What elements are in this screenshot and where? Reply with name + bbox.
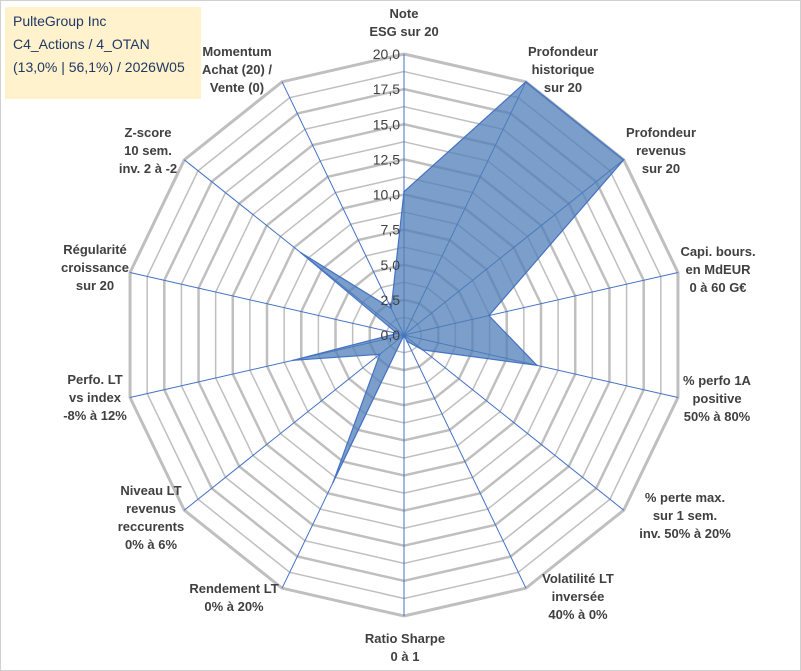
axis-label: 0 à 60 G€ xyxy=(689,280,746,295)
series-point xyxy=(525,81,527,83)
series-point xyxy=(406,340,408,343)
axis-label: en MdEUR xyxy=(686,262,752,277)
company-name: PulteGroup Inc xyxy=(13,13,107,29)
axis-label: 10 sem. xyxy=(124,143,172,158)
axis-label: Z-score xyxy=(125,125,172,140)
axis-label: 0% à 20% xyxy=(204,599,264,614)
axis-label: Vente (0) xyxy=(210,80,264,95)
tick-label: 15,0 xyxy=(373,116,400,132)
tick-label: 20,0 xyxy=(373,46,400,62)
portfolio-path: C4_Actions / 4_OTAN xyxy=(13,36,150,52)
axis-label: sur 20 xyxy=(642,161,680,176)
axis-label: vs index xyxy=(69,390,122,405)
radar-axis-labels: Note ESG sur 20 Profondeur historique sur 20… xyxy=(61,6,756,664)
axis-label: inv. 2 à -2 xyxy=(119,161,177,176)
series-point xyxy=(332,481,335,483)
series-point xyxy=(403,334,405,336)
axis-label: % perte max. xyxy=(645,490,725,505)
axis-label: Momentum xyxy=(202,44,271,59)
axis-label: -8% à 12% xyxy=(63,408,127,423)
tick-label: 10,0 xyxy=(373,187,400,203)
axis-label: Rendement LT xyxy=(189,581,278,596)
series-point xyxy=(536,364,538,367)
series-point xyxy=(396,332,398,335)
radar-spoke xyxy=(183,334,405,511)
axis-label: Note xyxy=(390,6,419,21)
axis-label: % perfo 1A xyxy=(683,373,752,388)
tick-label: 2,5 xyxy=(381,292,401,308)
axis-label: reccurents xyxy=(118,519,184,534)
series-point xyxy=(292,359,294,362)
series-point xyxy=(622,158,625,161)
axis-label: Capi. bours. xyxy=(680,244,755,259)
axis-label: ESG sur 20 xyxy=(369,24,438,39)
tick-label: 12,5 xyxy=(373,151,400,167)
axis-label: inversée xyxy=(552,589,605,604)
radar-tick-labels: 0,0 2,5 5,0 7,5 10,0 12,5 15,0 17,5 20,0 xyxy=(373,46,400,343)
axis-label: Régularité xyxy=(63,242,127,257)
radar-spoke xyxy=(281,81,405,336)
axis-label: Volatilité LT xyxy=(542,571,614,586)
axis-label: revenus xyxy=(126,501,176,516)
axis-label: Achat (20) / xyxy=(202,62,272,77)
series-point xyxy=(379,353,381,356)
axis-label: Perfo. LT xyxy=(67,372,122,387)
axis-label: sur 1 sem. xyxy=(653,508,717,523)
axis-label: revenus xyxy=(636,143,686,158)
tick-label: 5,0 xyxy=(381,257,401,273)
axis-label: Ratio Sharpe xyxy=(365,631,445,646)
axis-label: sur 20 xyxy=(544,80,582,95)
radar-spoke xyxy=(129,271,405,336)
axis-label: Niveau LT xyxy=(120,483,181,498)
series-point xyxy=(403,190,405,193)
tick-label: 0,0 xyxy=(381,327,401,343)
score-and-week: (13,0% | 56,1%) / 2026W05 xyxy=(13,59,185,75)
series-point xyxy=(299,251,302,254)
axis-label: Profondeur xyxy=(626,125,696,140)
tick-label: 7,5 xyxy=(381,222,401,238)
axis-label: inv. 50% à 20% xyxy=(639,526,731,541)
axis-label: sur 20 xyxy=(76,278,114,293)
series-point xyxy=(390,307,392,310)
axis-label: Profondeur xyxy=(528,44,598,59)
tick-label: 17,5 xyxy=(373,81,400,97)
chart-title-box: PulteGroup Inc C4_Actions / 4_OTAN (13,0… xyxy=(5,7,201,99)
axis-label: 0 à 1 xyxy=(391,649,420,664)
series-point xyxy=(421,349,424,351)
axis-label: 40% à 0% xyxy=(548,607,608,622)
radar-series xyxy=(292,81,625,483)
axis-label: 50% à 80% xyxy=(684,409,751,424)
axis-label: 0% à 6% xyxy=(125,537,177,552)
radar-spoke xyxy=(403,334,625,511)
axis-label: historique xyxy=(532,62,595,77)
radar-spoke xyxy=(403,334,527,589)
axis-label: positive xyxy=(692,391,741,406)
series-point xyxy=(488,314,490,317)
axis-label: croissance xyxy=(61,260,129,275)
